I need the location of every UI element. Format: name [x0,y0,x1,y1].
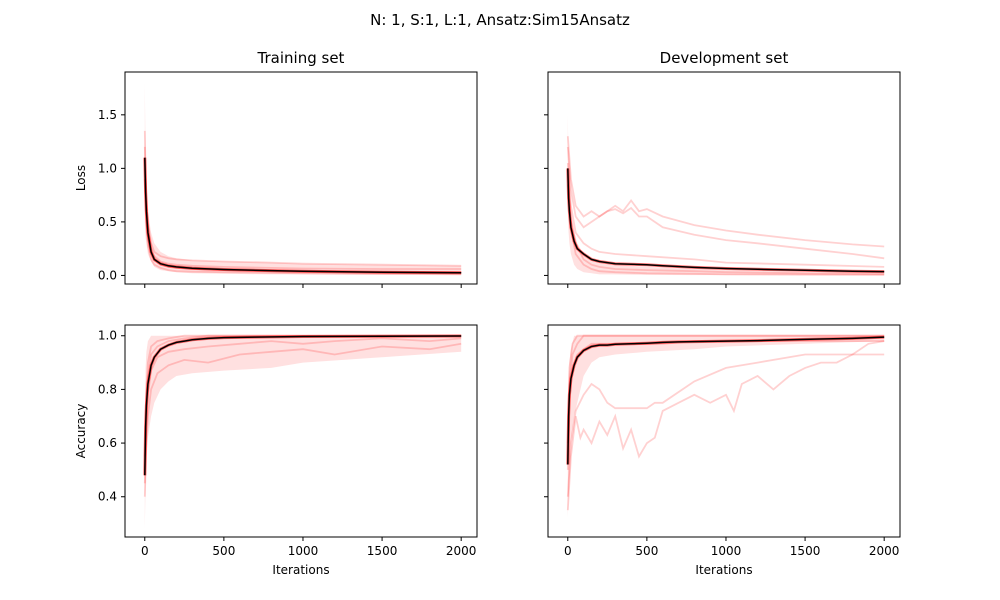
train-accuracy-xtick-label: 2000 [446,544,477,558]
dev-accuracy-run-line-5 [566,334,885,444]
train-accuracy-ytick-label: 1.0 [98,329,117,343]
dev-accuracy-xtick-label: 500 [635,544,658,558]
figure-suptitle: N: 1, S:1, L:1, Ansatz:Sim15Ansatz [370,11,630,29]
dev-accuracy-xtick-label: 0 [564,544,572,558]
train-accuracy-xtick-label: 500 [212,544,235,558]
dev-accuracy-xtick-label: 1500 [790,544,821,558]
train-accuracy-xtick-label: 0 [141,544,149,558]
dev-loss-run-spread-band [567,114,885,276]
dev-accuracy-axes-frame [547,324,901,538]
dev-loss-run-line-5 [566,184,885,276]
dev-loss-plot-area [566,114,885,276]
dev-loss-mean-halo [566,168,885,274]
dev-accuracy-run-line-3 [566,340,885,470]
dev-accuracy-mean-line [567,336,885,465]
dev-loss-axes-frame [547,71,901,285]
dev-loss-run-line-1 [566,136,885,248]
train-loss-plot-area [143,82,462,276]
train-loss-title: Training set [257,49,345,67]
train-accuracy-axes-frame [124,324,478,538]
dev-accuracy-run-line-4 [566,334,885,457]
dev-accuracy-run-line-2 [566,353,885,497]
dev-accuracy-mean-halo [566,335,885,465]
train-accuracy-mean-line [144,335,462,476]
train-loss-axes-frame [124,71,478,285]
train-accuracy-ytick-label: 0.8 [98,382,117,396]
dev-loss-title: Development set [660,49,789,67]
dev-loss-mean-line [567,168,885,273]
dev-loss-run-line-4 [566,173,885,275]
train-accuracy-ytick-label: 0.4 [98,490,117,504]
train-loss-ylabel: Loss [74,165,88,191]
train-accuracy-ytick-label: 0.6 [98,436,117,450]
dev-loss-panel: Development set [544,49,901,288]
dev-accuracy-plot-area [566,334,885,519]
train-accuracy-ylabel: Accuracy [74,404,88,459]
dev-accuracy-xtick-label: 1000 [711,544,742,558]
train-accuracy-plot-area [143,334,462,529]
train-accuracy-run-line-1 [143,342,462,497]
train-loss-mean-halo [143,157,462,275]
train-loss-run-line-2 [143,146,462,270]
dev-accuracy-panel: 0 500 1000 1500 2000 Iterations [544,324,901,577]
train-loss-ytick-label: 1.5 [98,108,117,122]
dev-loss-run-line-2 [566,146,885,260]
train-accuracy-run-spread-band [144,335,462,529]
train-loss-run-line-5 [143,157,462,274]
train-loss-ytick-label: 0.0 [98,268,117,282]
train-loss-run-line-3 [143,168,462,274]
train-accuracy-panel: 0 500 1000 1500 2000 0.4 0.6 0.8 1.0 Iterations Ac… [74,324,478,577]
dev-accuracy-xtick-label: 2000 [869,544,900,558]
train-loss-ytick-label: 1.0 [98,161,117,175]
dev-accuracy-run-spread-band [567,335,885,519]
train-loss-run-spread-band [144,82,462,275]
dev-loss-run-line-3 [566,162,885,268]
train-loss-ytick-label: 0.5 [98,215,117,229]
dev-accuracy-run-line-1 [566,340,885,511]
train-accuracy-xlabel: Iterations [272,563,329,577]
train-accuracy-xtick-label: 1500 [367,544,398,558]
train-loss-run-line-1 [143,130,462,267]
dev-accuracy-xlabel: Iterations [695,563,752,577]
train-accuracy-xtick-label: 1000 [288,544,319,558]
train-loss-mean-line [144,157,462,274]
train-loss-panel: 0.0 0.5 1.0 1.5 Training set Loss [74,49,478,288]
